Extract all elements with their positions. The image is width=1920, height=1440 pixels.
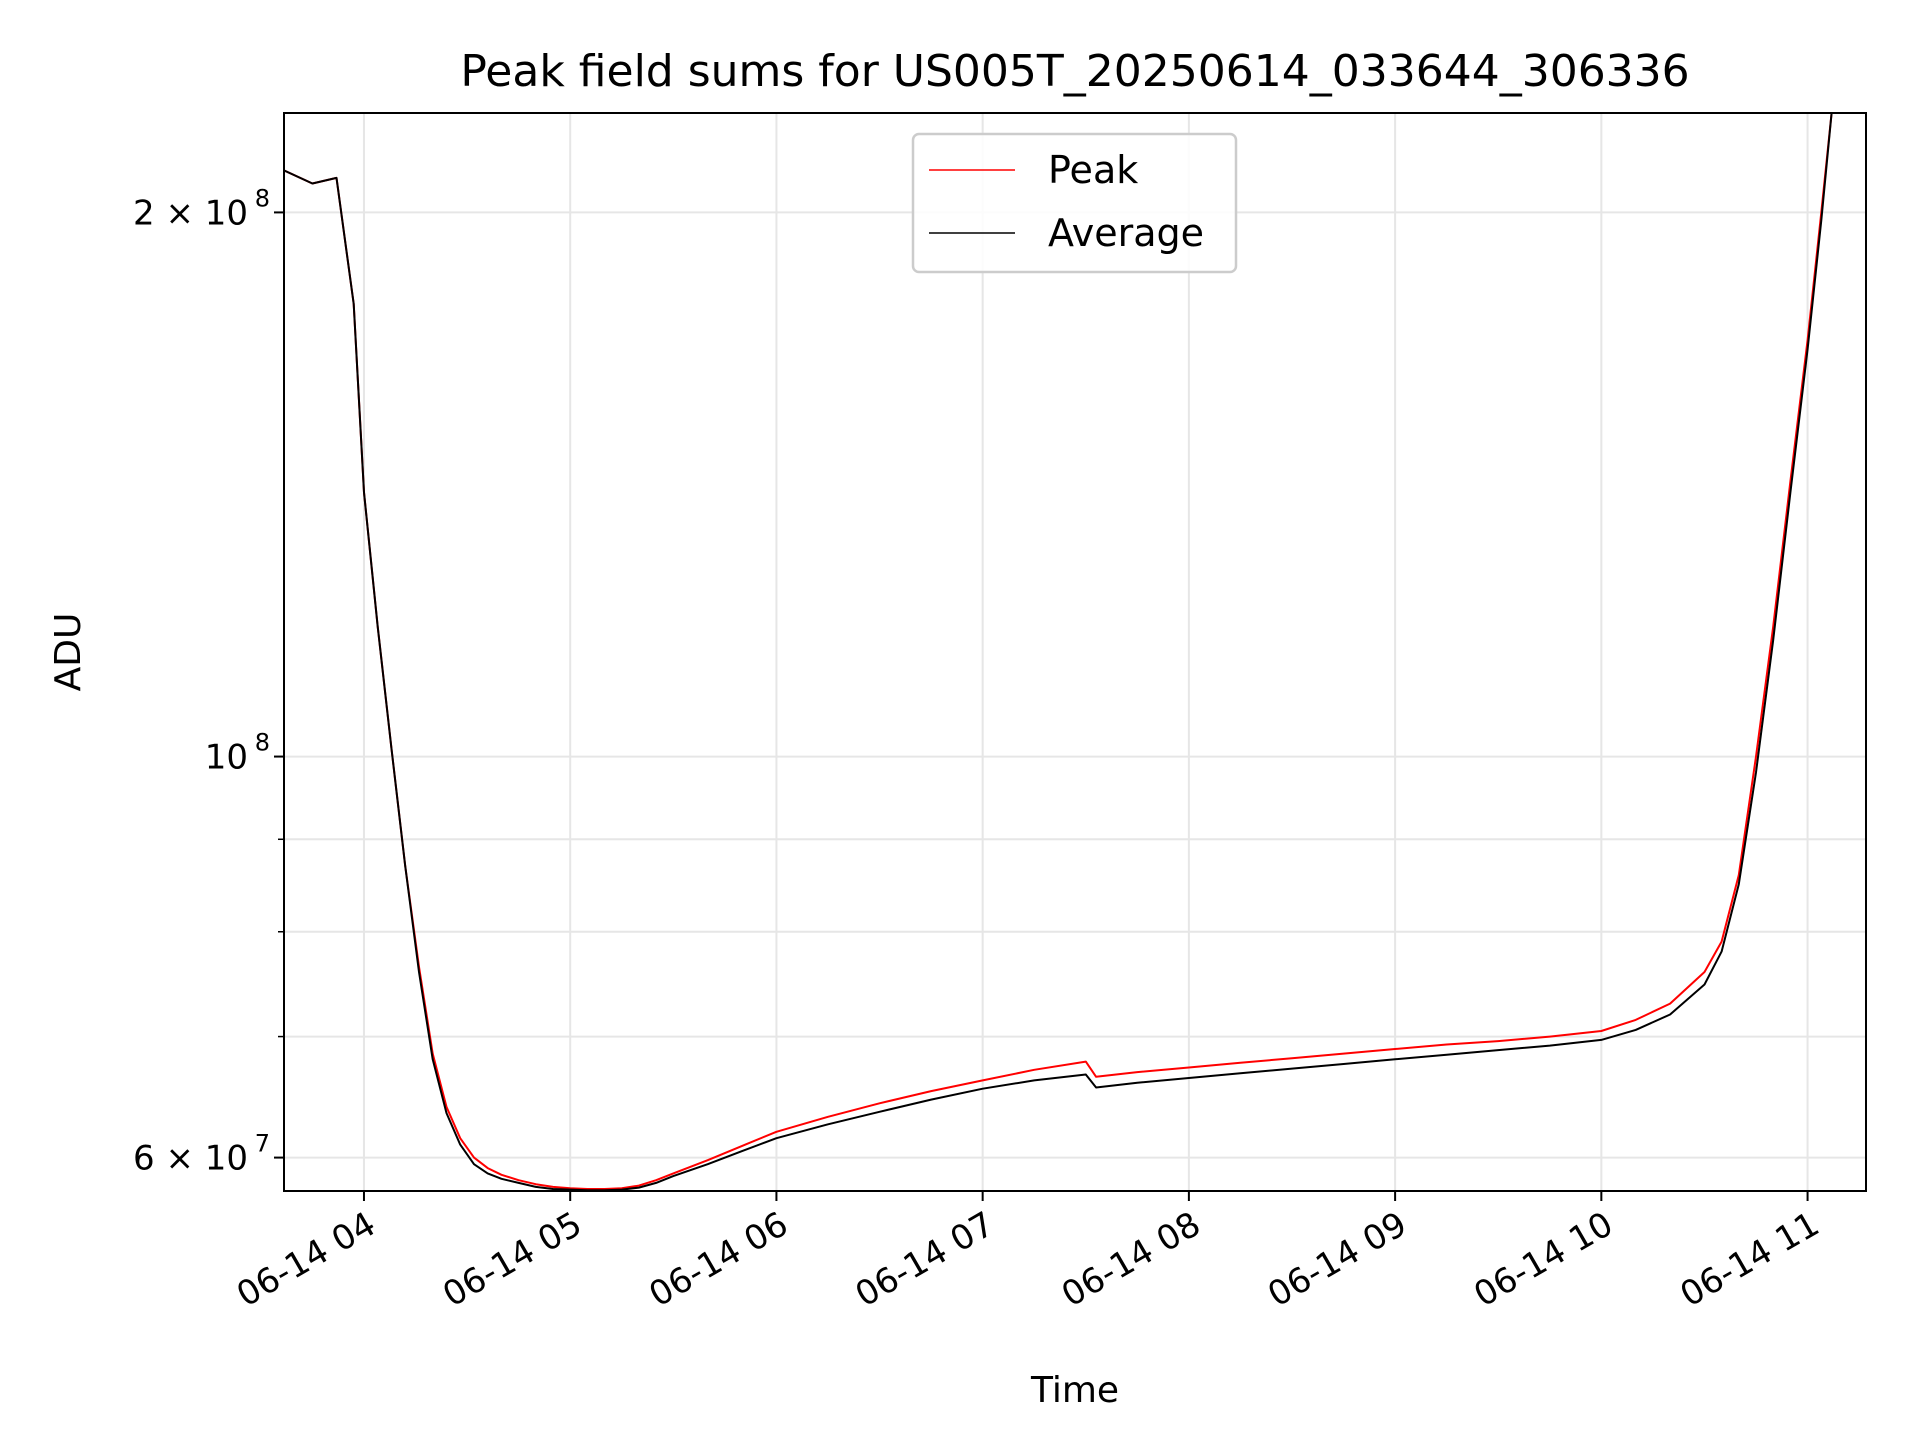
- legend: Peak Average: [911, 132, 1238, 274]
- grid: [284, 113, 1866, 1191]
- x-tick-label: 06-14 08: [1055, 1204, 1207, 1315]
- x-tick-label: 06-14 04: [230, 1204, 382, 1315]
- legend-label-average: Average: [1048, 211, 1204, 255]
- chart-title: Peak field sums for US005T_20250614_0336…: [460, 46, 1689, 97]
- legend-box: [911, 132, 1238, 274]
- x-tick-label: 06-14 05: [436, 1204, 588, 1315]
- series-lines: [284, 113, 1866, 1191]
- y-tick-label-exponent: 8: [255, 729, 270, 757]
- x-tick-label: 06-14 07: [849, 1204, 1001, 1315]
- y-tick-label: 6 × 10: [133, 1139, 248, 1179]
- x-axis-ticks: 06-14 04 06-14 05 06-14 06 06-14 07 06-14 08…: [230, 1191, 1826, 1315]
- legend-label-peak: Peak: [1048, 148, 1138, 192]
- plot-frame: [283, 112, 1867, 1192]
- y-axis-ticks: 6 × 10 710 82 × 10 8: [133, 184, 284, 1179]
- x-tick-label: 06-14 11: [1674, 1204, 1826, 1315]
- y-axis-label: ADU: [48, 613, 89, 692]
- y-tick-label-exponent: 7: [255, 1130, 270, 1158]
- x-tick-label: 06-14 06: [643, 1204, 795, 1315]
- y-tick-label: 2 × 10: [133, 193, 248, 233]
- series-line-average: [284, 113, 1866, 1191]
- x-tick-label: 06-14 10: [1467, 1204, 1619, 1315]
- x-axis-label: Time: [1030, 1370, 1119, 1411]
- x-tick-label: 06-14 09: [1261, 1204, 1413, 1315]
- y-tick-label-exponent: 8: [255, 184, 270, 212]
- series-line-peak: [284, 113, 1866, 1190]
- y-tick-label: 10: [205, 738, 248, 778]
